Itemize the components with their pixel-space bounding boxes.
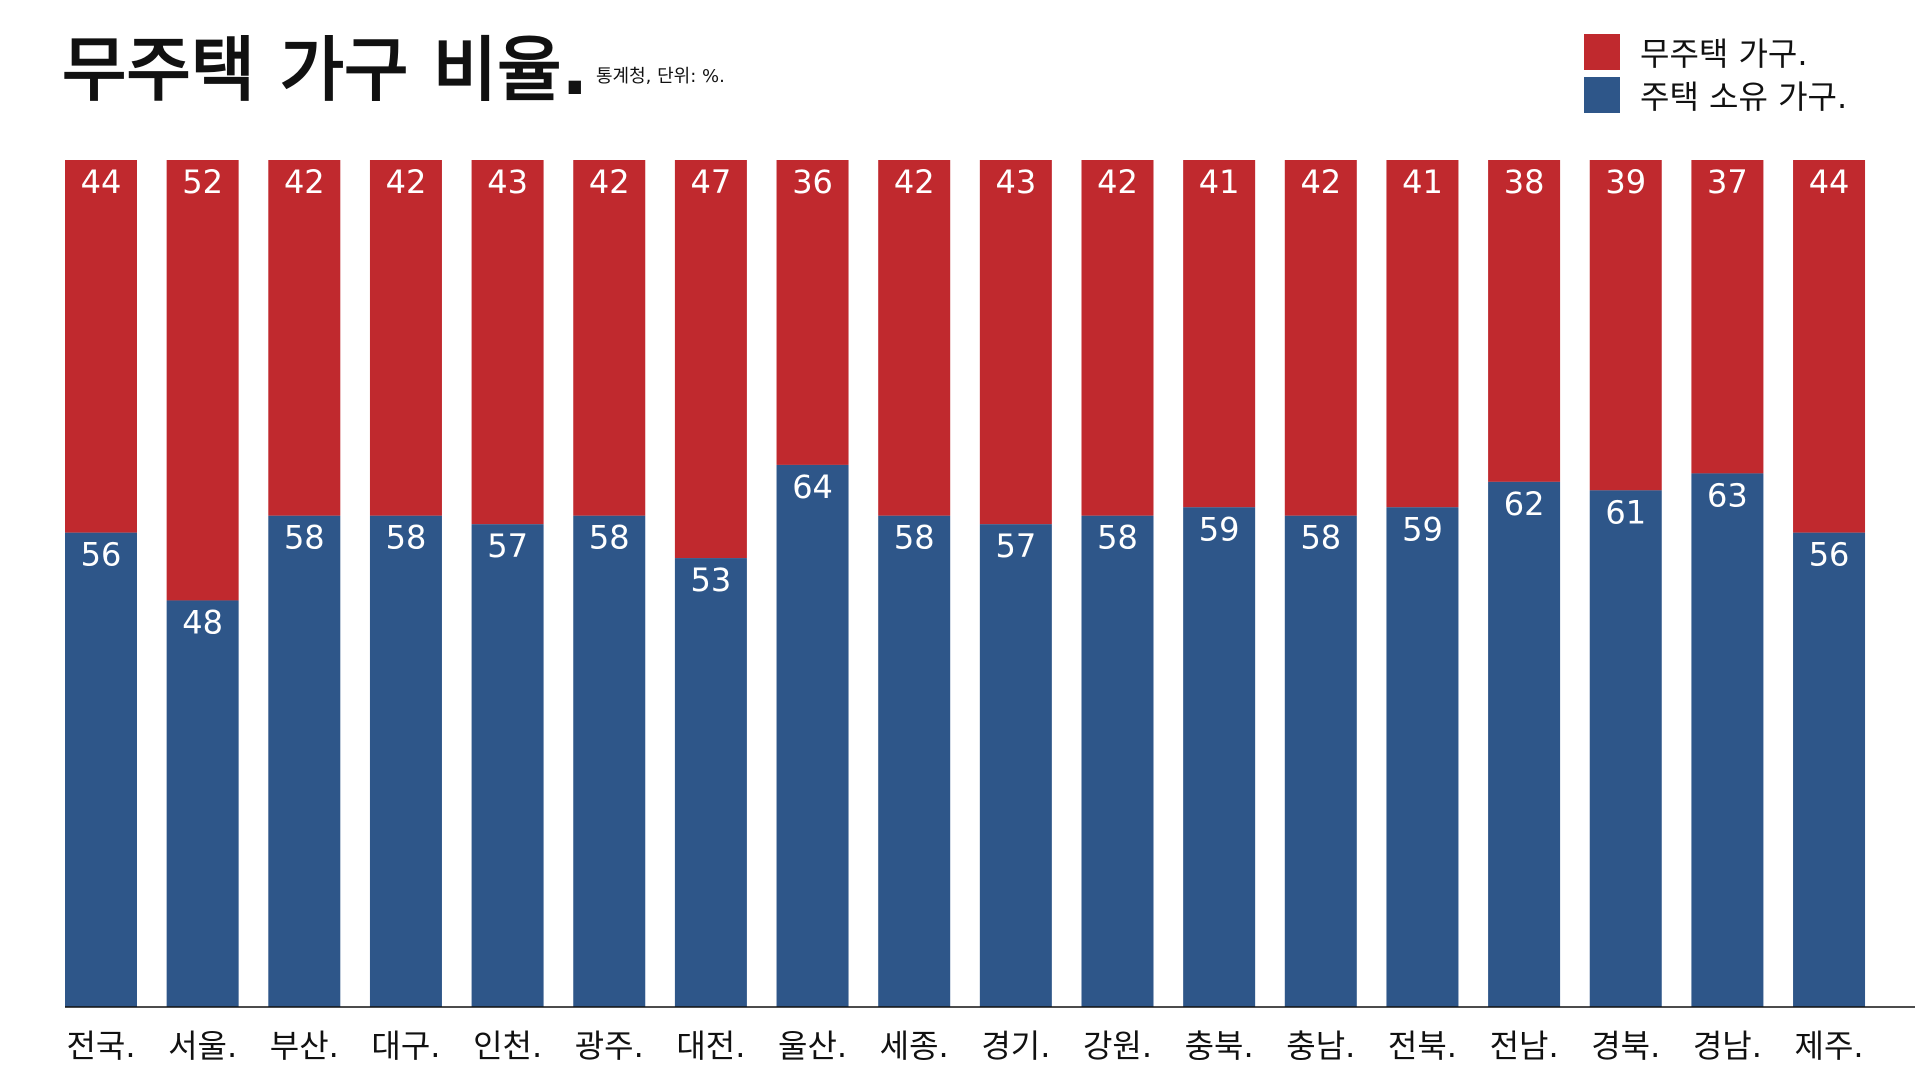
data-label-no-house: 52 (182, 163, 223, 201)
chart-subtitle: 통계청, 단위: %. (596, 66, 725, 87)
bar-no-house (65, 160, 137, 533)
bar-owner (1386, 507, 1459, 1007)
data-label-no-house: 44 (81, 163, 122, 201)
data-label-owner: 59 (1199, 510, 1240, 548)
bar-no-house (1589, 160, 1662, 491)
data-label-owner: 48 (182, 603, 223, 641)
x-tick-label: 경기. (981, 1027, 1050, 1065)
x-tick-label: 전국. (66, 1027, 135, 1065)
data-label-no-house: 42 (1097, 163, 1138, 201)
bar-no-house (1284, 160, 1357, 516)
data-label-owner: 56 (81, 536, 122, 574)
data-label-owner: 61 (1605, 493, 1646, 531)
bar-owner (1589, 490, 1662, 1008)
bar-owner (1793, 532, 1866, 1007)
bar-owner (166, 600, 239, 1007)
legend-label-no-house: 무주택 가구. (1640, 35, 1808, 73)
bar-owner (1488, 481, 1561, 1007)
bar-owner (65, 532, 137, 1007)
data-label-owner: 62 (1504, 485, 1545, 523)
x-tick-label: 광주. (575, 1027, 644, 1065)
x-tick-label: 강원. (1083, 1027, 1152, 1065)
bar-owner (268, 515, 341, 1007)
x-tick-label: 충북. (1185, 1027, 1254, 1065)
data-label-owner: 58 (284, 519, 325, 557)
bar-no-house (878, 160, 951, 516)
x-tick-label: 대구. (371, 1027, 440, 1065)
bar-owner (471, 524, 544, 1007)
x-tick-label: 대전. (676, 1027, 745, 1065)
data-label-owner: 64 (792, 468, 833, 506)
x-tick-label: 세종. (880, 1027, 949, 1065)
x-tick-label: 전북. (1388, 1027, 1457, 1065)
x-tick-label: 제주. (1795, 1027, 1864, 1065)
data-label-no-house: 41 (1402, 163, 1443, 201)
bar-no-house (471, 160, 544, 525)
x-tick-label: 인천. (473, 1027, 542, 1065)
legend-item-no-house: 무주택 가구. (1584, 32, 1808, 73)
bar-owner (674, 558, 747, 1007)
data-label-no-house: 42 (589, 163, 630, 201)
data-label-owner: 58 (894, 519, 935, 557)
data-label-no-house: 41 (1199, 163, 1240, 201)
bar-no-house (674, 160, 747, 559)
bar-owner (1183, 507, 1256, 1007)
data-label-no-house: 43 (487, 163, 528, 201)
bar-no-house (573, 160, 646, 516)
x-tick-label: 전남. (1490, 1027, 1559, 1065)
bar-no-house (776, 160, 849, 465)
x-tick-label: 경북. (1591, 1027, 1660, 1065)
data-label-no-house: 43 (995, 163, 1036, 201)
bar-owner (878, 515, 951, 1007)
bar-no-house (1691, 160, 1764, 474)
bar-no-house (1488, 160, 1561, 482)
bar-owner (1081, 515, 1154, 1007)
data-label-no-house: 36 (792, 163, 833, 201)
bar-owner (573, 515, 646, 1007)
legend-swatch-no-house (1584, 34, 1620, 70)
bar-no-house (1793, 160, 1866, 533)
bar-owner (369, 515, 442, 1007)
bar-no-house (1386, 160, 1459, 508)
data-label-no-house: 42 (386, 163, 427, 201)
data-label-no-house: 42 (1300, 163, 1341, 201)
x-tick-label: 울산. (778, 1027, 847, 1065)
data-label-no-house: 37 (1707, 163, 1748, 201)
bar-owner (979, 524, 1052, 1007)
data-label-owner: 59 (1402, 510, 1443, 548)
bar-owner (776, 464, 849, 1007)
data-label-no-house: 42 (284, 163, 325, 201)
legend-swatch-owner (1584, 77, 1620, 113)
data-label-owner: 58 (589, 519, 630, 557)
legend-item-owner: 주택 소유 가구. (1584, 75, 1848, 116)
data-label-owner: 53 (691, 561, 732, 599)
data-label-no-house: 38 (1504, 163, 1545, 201)
data-label-no-house: 47 (691, 163, 732, 201)
bar-no-house (979, 160, 1052, 525)
bar-no-house (369, 160, 442, 516)
bar-no-house (268, 160, 341, 516)
bar-no-house (1081, 160, 1154, 516)
x-tick-label: 경남. (1693, 1027, 1762, 1065)
data-label-no-house: 42 (894, 163, 935, 201)
bar-no-house (1183, 160, 1256, 508)
x-tick-label: 충남. (1286, 1027, 1355, 1065)
data-label-owner: 58 (386, 519, 427, 557)
bar-owner (1691, 473, 1764, 1007)
x-tick-label: 서울. (168, 1027, 237, 1065)
data-label-owner: 58 (1300, 519, 1341, 557)
bar-no-house (166, 160, 239, 601)
x-tick-label: 부산. (270, 1027, 339, 1065)
data-label-owner: 63 (1707, 476, 1748, 514)
chart-title: 무주택 가구 비율. (62, 29, 589, 111)
data-label-owner: 56 (1809, 536, 1850, 574)
bar-owner (1284, 515, 1357, 1007)
data-label-owner: 57 (487, 527, 528, 565)
data-label-owner: 58 (1097, 519, 1138, 557)
data-label-no-house: 44 (1809, 163, 1850, 201)
legend-label-owner: 주택 소유 가구. (1640, 78, 1848, 116)
data-label-owner: 57 (995, 527, 1036, 565)
data-label-no-house: 39 (1605, 163, 1646, 201)
